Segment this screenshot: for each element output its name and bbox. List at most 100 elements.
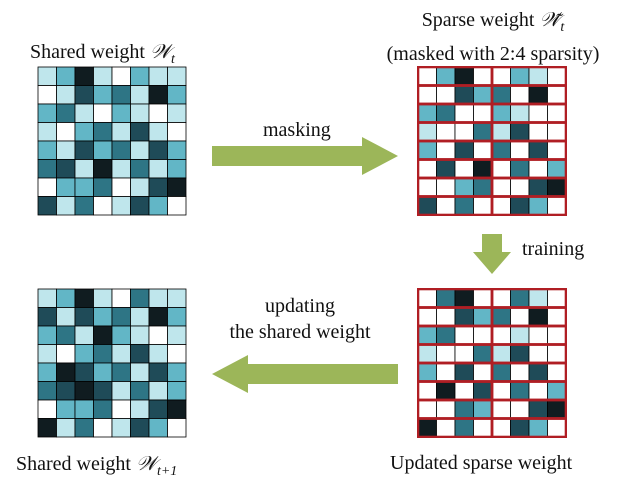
matrix-cell <box>111 85 131 105</box>
matrix-cell <box>547 196 567 216</box>
matrix-cell <box>93 177 113 197</box>
shared-weight-t-label: Shared weight 𝒲t <box>30 40 175 71</box>
matrix-cell <box>130 288 150 308</box>
matrix-cell <box>491 66 511 86</box>
matrix-cell <box>74 307 94 327</box>
matrix-cell <box>510 103 530 123</box>
matrix-cell <box>167 288 187 308</box>
matrix-cell <box>148 140 168 160</box>
matrix-cell <box>528 140 548 160</box>
matrix-cell <box>37 399 57 419</box>
matrix-cell <box>417 362 437 382</box>
matrix-cell <box>417 344 437 364</box>
matrix-cell <box>528 307 548 327</box>
matrix-cell <box>473 159 493 179</box>
matrix-cell <box>56 307 76 327</box>
matrix-cell <box>547 362 567 382</box>
matrix-cell <box>491 177 511 197</box>
matrix-cell <box>491 196 511 216</box>
matrix-cell <box>491 103 511 123</box>
matrix-cell <box>56 325 76 345</box>
mask-group-border <box>490 417 567 438</box>
matrix-cell <box>510 325 530 345</box>
matrix-cell <box>37 288 57 308</box>
matrix-cell <box>111 418 131 438</box>
matrix-cell <box>111 140 131 160</box>
matrix-cell <box>454 344 474 364</box>
matrix-cell <box>454 381 474 401</box>
matrix-cell <box>37 122 57 142</box>
matrix-cell <box>167 140 187 160</box>
matrix-cell <box>74 399 94 419</box>
matrix-cell <box>436 399 456 419</box>
matrix-cell <box>473 177 493 197</box>
matrix-cell <box>130 418 150 438</box>
matrix-cell <box>510 418 530 438</box>
training-arrow <box>473 234 511 274</box>
matrix-cell <box>167 196 187 216</box>
updating-arrow <box>212 355 398 393</box>
matrix-cell <box>130 399 150 419</box>
matrix-cell <box>167 177 187 197</box>
matrix-cell <box>473 103 493 123</box>
matrix-cell <box>454 196 474 216</box>
matrix-cell <box>111 344 131 364</box>
matrix-cell <box>528 196 548 216</box>
shared-weight-t1-matrix <box>37 288 187 438</box>
matrix-cell <box>436 381 456 401</box>
matrix-cell <box>454 399 474 419</box>
matrix-cell <box>111 177 131 197</box>
masking-label: masking <box>263 119 331 141</box>
matrix-cell <box>491 140 511 160</box>
matrix-cell <box>37 140 57 160</box>
matrix-cell <box>93 140 113 160</box>
matrix-cell <box>454 159 474 179</box>
matrix-cell <box>528 325 548 345</box>
matrix-cell <box>417 66 437 86</box>
matrix-cell <box>148 344 168 364</box>
matrix-cell <box>130 307 150 327</box>
matrix-cell <box>56 362 76 382</box>
matrix-cell <box>148 362 168 382</box>
shared-weight-t1-prefix: Shared weight <box>16 453 136 475</box>
matrix-cell <box>56 381 76 401</box>
matrix-cell <box>491 325 511 345</box>
matrix-cell <box>510 159 530 179</box>
matrix-cell <box>473 196 493 216</box>
matrix-cell <box>148 159 168 179</box>
updating-label: updating the shared weight <box>218 295 382 343</box>
matrix-cell <box>436 418 456 438</box>
matrix-cell <box>93 307 113 327</box>
matrix-cell <box>111 196 131 216</box>
matrix-cell <box>436 140 456 160</box>
matrix-cell <box>436 66 456 86</box>
matrix-cell <box>528 381 548 401</box>
matrix-cell <box>547 325 567 345</box>
matrix-cell <box>148 177 168 197</box>
matrix-cell <box>547 159 567 179</box>
matrix-cell <box>93 288 113 308</box>
matrix-cell <box>74 344 94 364</box>
matrix-cell <box>56 288 76 308</box>
shared-weight-t-matrix <box>37 66 187 216</box>
matrix-cell <box>56 177 76 197</box>
sparse-weight-symbol: 𝒲̃ <box>539 7 561 31</box>
matrix-cell <box>37 344 57 364</box>
matrix-cell <box>417 122 437 142</box>
matrix-cell <box>130 196 150 216</box>
matrix-cell <box>167 325 187 345</box>
matrix-cell <box>56 66 76 86</box>
matrix-cell <box>74 381 94 401</box>
matrix-cell <box>436 362 456 382</box>
matrix-cell <box>37 307 57 327</box>
matrix-cell <box>37 418 57 438</box>
matrix-cell <box>491 399 511 419</box>
matrix-cell <box>37 325 57 345</box>
matrix-cell <box>491 362 511 382</box>
matrix-cell <box>417 418 437 438</box>
matrix-cell <box>417 159 437 179</box>
matrix-cell <box>473 122 493 142</box>
matrix-cell <box>167 399 187 419</box>
matrix-cell <box>436 177 456 197</box>
matrix-cell <box>56 85 76 105</box>
